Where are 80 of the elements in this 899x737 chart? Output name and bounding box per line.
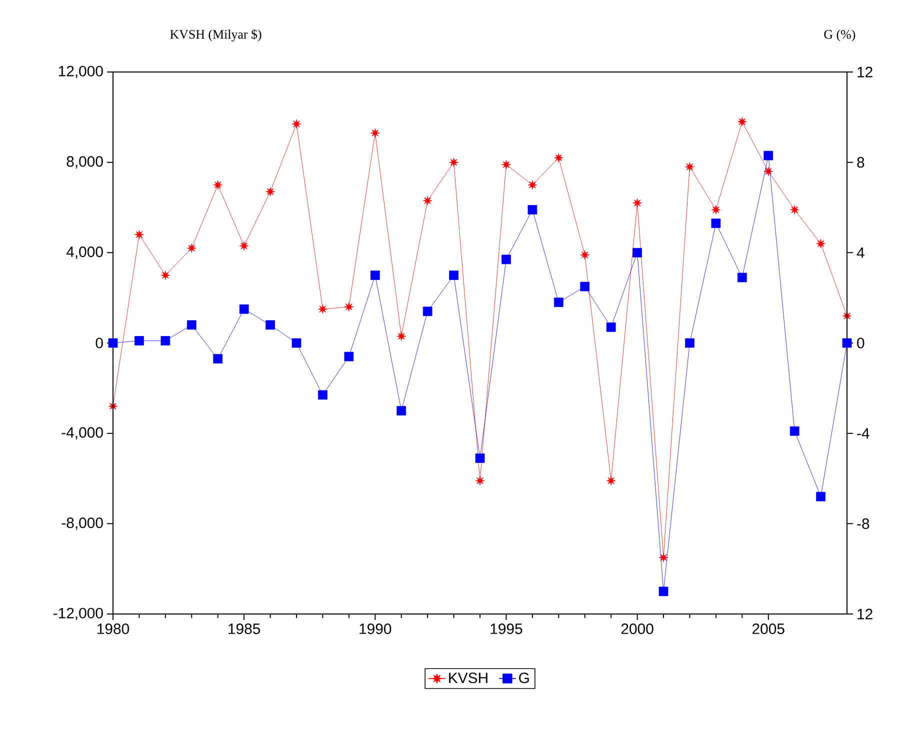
point — [632, 248, 642, 258]
point — [344, 352, 354, 362]
point — [108, 338, 118, 348]
point — [239, 304, 249, 314]
point — [580, 282, 590, 292]
point — [606, 476, 616, 486]
x-tick-label: 1980 — [98, 623, 130, 634]
legend-label: KVSH — [449, 672, 488, 684]
point — [790, 426, 800, 436]
point — [528, 205, 538, 214]
x-tick-label: 1985 — [228, 623, 260, 634]
point — [658, 586, 668, 596]
point — [134, 336, 144, 346]
y-tick-label: -12,000 — [53, 608, 103, 620]
y-tick-label: -8,000 — [62, 517, 103, 530]
x-tick-label: 1990 — [360, 623, 392, 634]
point — [790, 205, 800, 214]
point — [344, 302, 354, 312]
point — [318, 390, 328, 400]
y2-tick-label: 12 — [858, 608, 872, 620]
point — [160, 336, 170, 346]
point — [554, 153, 564, 162]
point — [213, 354, 223, 364]
point — [685, 162, 694, 172]
point — [266, 187, 275, 196]
point — [449, 270, 458, 280]
y-axis-title: KVSH (Milyar $) — [170, 29, 262, 42]
point — [842, 311, 852, 321]
point — [422, 306, 432, 316]
y2-tick-label: 8 — [857, 157, 864, 168]
point — [606, 322, 616, 332]
point — [711, 205, 721, 214]
point — [292, 338, 302, 348]
point — [396, 406, 406, 416]
point — [370, 270, 380, 280]
y2-axis-title: G (%) — [824, 30, 856, 42]
point — [186, 243, 196, 253]
point — [213, 180, 223, 190]
y2-tick-label: 12 — [858, 66, 872, 78]
point — [422, 196, 432, 206]
point — [370, 128, 380, 138]
x-tick-label: 2000 — [621, 623, 654, 634]
point — [239, 241, 249, 251]
y-tick-label: -4,000 — [62, 427, 103, 440]
point — [711, 218, 721, 228]
point — [318, 304, 328, 314]
y2-tick-label: -4 — [857, 428, 870, 438]
point — [685, 338, 694, 348]
point — [475, 453, 485, 463]
point — [842, 338, 852, 348]
point — [396, 332, 406, 341]
point — [658, 552, 668, 562]
y-tick-label: 4,000 — [66, 246, 103, 259]
point — [160, 270, 170, 280]
y2-tick-label: -8 — [857, 518, 870, 529]
point — [502, 254, 511, 264]
point — [816, 238, 826, 248]
point — [580, 250, 590, 260]
point — [186, 320, 196, 330]
point — [632, 198, 642, 208]
y-tick-label: 0 — [96, 338, 103, 348]
point — [737, 272, 747, 282]
point — [528, 180, 538, 190]
point — [475, 476, 485, 486]
y2-tick-label: 4 — [856, 248, 864, 258]
x-tick-label: 2005 — [752, 623, 784, 634]
y-tick-label: 12,000 — [58, 66, 103, 78]
point — [266, 320, 275, 330]
legend-label: G — [519, 672, 529, 684]
point — [502, 160, 511, 170]
x-tick-label: 1995 — [490, 623, 522, 634]
point — [764, 150, 774, 160]
point — [737, 116, 747, 126]
y2-tick-label: 0 — [857, 338, 864, 348]
y-tick-label: 8,000 — [66, 156, 103, 168]
point — [554, 298, 564, 308]
point — [134, 230, 144, 240]
point — [816, 492, 826, 502]
point — [292, 119, 302, 129]
point — [449, 158, 458, 168]
